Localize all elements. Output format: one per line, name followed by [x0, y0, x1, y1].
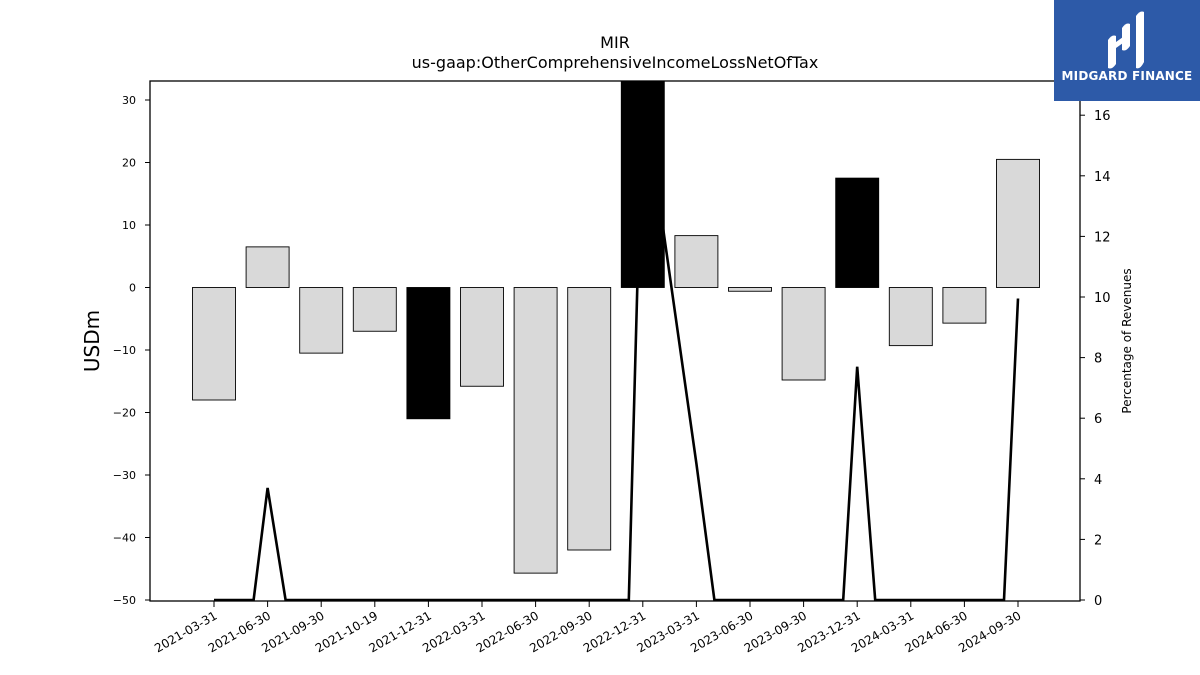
bar-2022-03-31 — [460, 287, 504, 387]
y2-tick-label: 16 — [1094, 109, 1111, 124]
y-tick-label: 20 — [122, 157, 136, 170]
y2-tick-label: 8 — [1094, 352, 1102, 367]
bar-2023-03-31 — [674, 235, 719, 288]
bar-2021-10-19 — [352, 287, 397, 332]
y-tick-label: −40 — [113, 532, 136, 545]
y2-tick-label: 2 — [1094, 533, 1102, 548]
y2-tick-label: 6 — [1094, 412, 1102, 427]
x-axis: 2021-03-312021-06-302021-09-302021-10-19… — [152, 601, 1024, 655]
y2-tick-label: 14 — [1094, 170, 1111, 185]
line-revenue-percentage — [214, 84, 1020, 601]
bar-2023-12-31 — [835, 177, 880, 288]
bar-2021-12-31 — [406, 287, 451, 420]
chart-title: MIR — [600, 33, 630, 52]
y2-axis: 0 2 4 6 8 10 12 14 16 — [1080, 109, 1111, 609]
y2-axis-label: Percentage of Revenues — [1120, 268, 1134, 413]
bar-2024-06-30 — [942, 287, 987, 324]
plot-frame — [149, 80, 1081, 602]
line-series — [214, 84, 1020, 601]
brand-logo: MIDGARD FINANCE — [1054, 0, 1200, 101]
y-tick-label: −20 — [113, 407, 136, 420]
bar-2022-06-30 — [513, 287, 558, 574]
y-axis: −50 −40 −30 −20 −10 0 10 20 30 — [113, 94, 150, 607]
bar-2024-03-31 — [888, 287, 933, 347]
bar-2023-09-30 — [781, 287, 826, 381]
bar-2021-06-30 — [245, 246, 290, 288]
y-axis-label: USDm — [80, 310, 104, 372]
brand-logo-text: MIDGARD FINANCE — [1061, 69, 1193, 83]
y-tick-label: −50 — [113, 594, 136, 607]
bar-series — [192, 81, 1040, 574]
y2-tick-label: 10 — [1094, 291, 1111, 306]
bar-2022-09-30 — [567, 287, 612, 551]
y-tick-label: −30 — [113, 469, 136, 482]
bar-2021-09-30 — [299, 287, 344, 354]
brand-logo-icon — [1108, 11, 1144, 69]
chart-subtitle: us-gaap:OtherComprehensiveIncomeLossNetO… — [412, 53, 819, 72]
bar-2023-06-30 — [728, 287, 772, 292]
y-tick-label: −10 — [113, 344, 136, 357]
y-tick-label: 10 — [122, 219, 136, 232]
bar-2021-03-31 — [192, 287, 236, 401]
y2-tick-label: 4 — [1094, 473, 1102, 488]
y-tick-label: 0 — [129, 282, 136, 295]
y2-tick-label: 12 — [1094, 230, 1111, 245]
y-tick-label: 30 — [122, 94, 136, 107]
y2-tick-label: 0 — [1094, 594, 1102, 609]
bar-2024-09-30 — [996, 158, 1040, 288]
